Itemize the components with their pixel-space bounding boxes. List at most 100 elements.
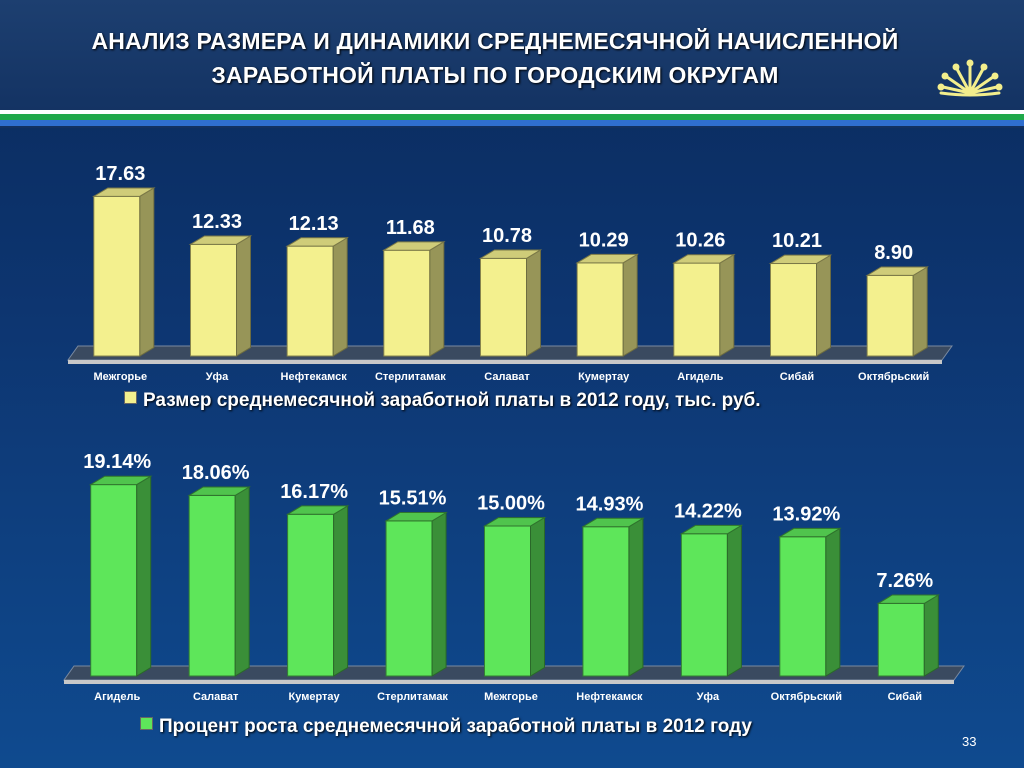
chart2-category-label: Стерлитамак <box>377 691 448 703</box>
bar-side <box>333 505 349 677</box>
bar-front <box>287 513 335 677</box>
bar-top <box>865 266 929 276</box>
bar-front <box>779 536 827 677</box>
chart1-bar <box>382 240 446 357</box>
chart1-bar <box>285 236 349 357</box>
chart1-floor-edge <box>68 360 942 364</box>
bar-side <box>825 527 841 677</box>
chart1-bar <box>672 253 736 357</box>
chart1-value-label: 10.21 <box>772 230 822 252</box>
chart1-category-label: Сибай <box>780 371 814 383</box>
chart2-value-label: 14.93% <box>576 493 644 515</box>
bar-top <box>188 235 253 245</box>
bar-front <box>188 494 236 677</box>
bar-top <box>672 254 736 264</box>
bar-front <box>576 262 624 357</box>
chart2-value-label: 15.51% <box>379 488 447 510</box>
chart1-legend: Размер среднемесячной заработной платы в… <box>124 390 761 412</box>
bar-front <box>673 262 721 357</box>
bar-front <box>877 602 925 677</box>
bar-top <box>679 524 744 535</box>
chart2-value-label: 14.22% <box>674 500 742 522</box>
bar-front <box>190 243 237 357</box>
chart2-value-label: 18.06% <box>182 462 250 484</box>
chart2-category-label: Нефтекамск <box>576 691 643 703</box>
chart2-category-label: Уфа <box>697 691 720 703</box>
bar-side <box>530 516 545 677</box>
bar-front <box>770 263 817 357</box>
chart1-category-label: Межгорье <box>93 371 147 383</box>
chart2-bar <box>876 594 941 677</box>
bar-top <box>88 475 153 486</box>
bar-top <box>187 486 251 496</box>
bar-top <box>778 527 842 538</box>
bar-top <box>876 594 941 604</box>
chart2-bar <box>285 505 350 677</box>
chart1-bar <box>92 187 156 357</box>
chart2-value-label: 15.00% <box>477 493 545 515</box>
bar-side <box>628 517 644 677</box>
bar-front <box>286 245 334 357</box>
chart2-value-label: 16.17% <box>280 481 348 503</box>
chart1-category-label: Нефтекамск <box>281 371 348 383</box>
chart2-bar <box>778 527 842 677</box>
bar-front <box>680 533 728 677</box>
chart1-category-label: Октябрьский <box>858 371 929 383</box>
chart2-category-label: Салават <box>193 691 239 703</box>
chart2-category-label: Сибай <box>888 691 922 703</box>
bar-top <box>478 249 543 259</box>
divider-white <box>0 110 1024 114</box>
bar-front <box>383 249 431 357</box>
bar-front <box>484 525 531 677</box>
bar-top <box>382 241 446 251</box>
chart1-value-label: 12.33 <box>192 211 242 233</box>
bar-side <box>726 524 742 677</box>
chart2-category-label: Кумертау <box>289 691 341 703</box>
chart1-bar <box>865 266 929 357</box>
chart2-legend: Процент роста среднемесячной заработной … <box>140 716 752 738</box>
chart1-value-label: 10.29 <box>579 229 629 251</box>
chart2-bar <box>88 475 153 677</box>
bashkortostan-emblem-icon <box>937 59 1003 97</box>
page-title: АНАЛИЗ РАЗМЕРА И ДИНАМИКИ СРЕДНЕМЕСЯЧНОЙ… <box>20 24 970 92</box>
chart2-bar <box>679 524 744 677</box>
chart1-category-label: Стерлитамак <box>375 371 446 383</box>
bar-front <box>582 526 630 677</box>
chart1-value-label: 12.13 <box>289 213 339 235</box>
chart2-category-label: Агидель <box>94 691 140 703</box>
bar-top <box>285 505 350 515</box>
bar-top <box>575 253 639 264</box>
chart2-bar <box>581 517 645 677</box>
chart1-bar <box>188 235 253 357</box>
bar-top <box>285 237 349 247</box>
title-line-2: ЗАРАБОТНОЙ ПЛАТЫ ПО ГОРОДСКИМ ОКРУГАМ <box>211 62 779 88</box>
legend-swatch-yellow <box>124 391 137 404</box>
bar-top <box>92 187 156 197</box>
divider-blue <box>0 120 1024 126</box>
legend-swatch-green <box>140 717 153 730</box>
chart1-category-label: Кумертау <box>578 371 630 383</box>
page-number: 33 <box>962 734 977 749</box>
bar-front <box>385 520 433 677</box>
chart1-category-label: Салават <box>484 371 530 383</box>
chart1-value-label: 11.68 <box>386 217 435 239</box>
chart1-value-label: 10.26 <box>675 230 725 252</box>
bar-top <box>482 517 547 527</box>
bar-front <box>480 257 527 357</box>
bar-side <box>136 475 152 677</box>
header <box>0 0 1024 128</box>
bar-top <box>768 254 833 265</box>
chart2-category-label: Межгорье <box>484 691 538 703</box>
chart1-bar <box>478 249 543 357</box>
bar-side <box>431 511 447 677</box>
chart2-category-label: Октябрьский <box>771 691 842 703</box>
chart2-value-label: 19.14% <box>83 451 151 473</box>
chart1-category-label: Уфа <box>206 371 229 383</box>
chart1-bar <box>575 253 639 357</box>
bar-front <box>90 484 138 677</box>
chart2-bar <box>384 511 448 677</box>
chart2-floor-edge <box>64 680 954 684</box>
chart1-value-label: 10.78 <box>482 225 532 247</box>
